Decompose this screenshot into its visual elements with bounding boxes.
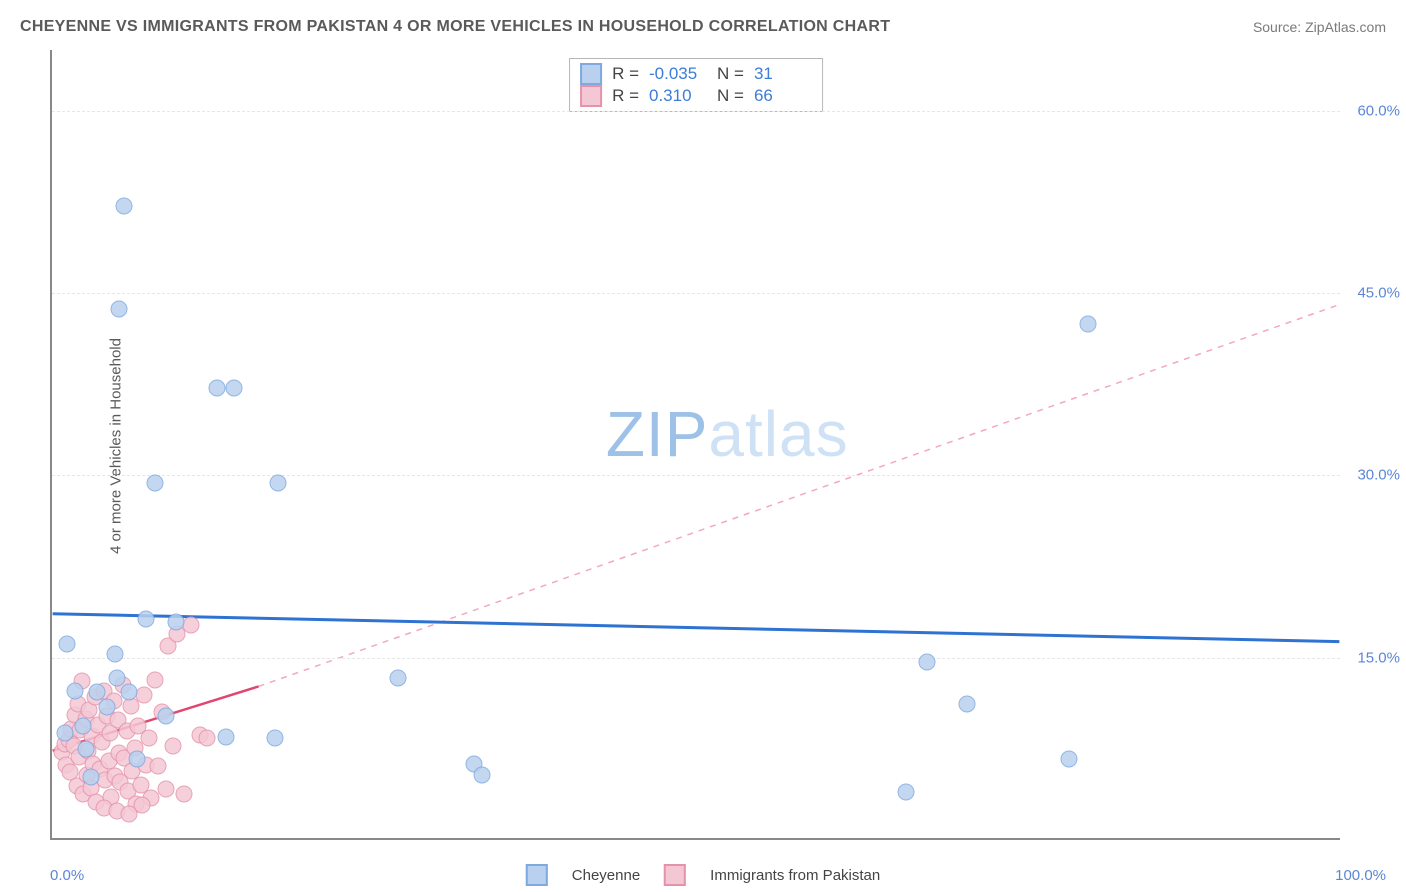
pakistan-point <box>165 737 182 754</box>
pakistan-point <box>175 786 192 803</box>
swatch-pakistan-icon <box>580 85 602 107</box>
scatter-plot-area: ZIPatlas R = -0.035 N = 31 R = 0.310 N =… <box>50 50 1340 840</box>
pakistan-point <box>134 797 151 814</box>
watermark-text: ZIPatlas <box>606 397 849 471</box>
cheyenne-point <box>157 708 174 725</box>
cheyenne-point <box>389 669 406 686</box>
gridline <box>52 293 1340 294</box>
cheyenne-point <box>108 669 125 686</box>
cheyenne-point <box>147 475 164 492</box>
cheyenne-point <box>897 783 914 800</box>
pakistan-point <box>140 730 157 747</box>
pakistan-point <box>183 617 200 634</box>
source-credit: Source: ZipAtlas.com <box>1253 19 1386 35</box>
stat-n-pakistan: 66 <box>754 86 812 106</box>
cheyenne-point <box>74 718 91 735</box>
pakistan-point <box>147 672 164 689</box>
bottom-legend: Cheyenne Immigrants from Pakistan <box>518 864 888 886</box>
cheyenne-point <box>1060 751 1077 768</box>
cheyenne-point <box>67 682 84 699</box>
x-tick-100: 100.0% <box>1335 867 1386 884</box>
cheyenne-point <box>121 684 138 701</box>
y-tick-label: 60.0% <box>1357 102 1400 119</box>
swatch-cheyenne-icon <box>580 63 602 85</box>
cheyenne-point <box>473 766 490 783</box>
legend-swatch-cheyenne-icon <box>526 864 548 886</box>
cheyenne-point <box>209 380 226 397</box>
chart-header: CHEYENNE VS IMMIGRANTS FROM PAKISTAN 4 O… <box>20 18 1386 36</box>
pakistan-point <box>198 730 215 747</box>
gridline <box>52 475 1340 476</box>
watermark-atlas: atlas <box>708 398 848 470</box>
y-tick-label: 30.0% <box>1357 467 1400 484</box>
gridline <box>52 658 1340 659</box>
stat-r-cheyenne: -0.035 <box>649 64 707 84</box>
trendline-layer <box>52 50 1340 838</box>
pakistan-point <box>157 781 174 798</box>
cheyenne-point <box>225 380 242 397</box>
legend-label-pakistan: Immigrants from Pakistan <box>710 867 880 884</box>
cheyenne-point <box>267 730 284 747</box>
chart-title: CHEYENNE VS IMMIGRANTS FROM PAKISTAN 4 O… <box>20 18 890 36</box>
stat-row-pakistan: R = 0.310 N = 66 <box>580 85 812 107</box>
cheyenne-point <box>82 769 99 786</box>
stat-n-label: N = <box>717 86 744 106</box>
cheyenne-point <box>167 613 184 630</box>
cheyenne-point <box>56 725 73 742</box>
y-tick-label: 15.0% <box>1357 649 1400 666</box>
stat-r-pakistan: 0.310 <box>649 86 707 106</box>
pakistan-point <box>135 686 152 703</box>
y-tick-label: 45.0% <box>1357 285 1400 302</box>
gridline <box>52 111 1340 112</box>
cheyenne-point <box>218 729 235 746</box>
cheyenne-point <box>99 698 116 715</box>
pakistan-point <box>149 758 166 775</box>
cheyenne-point <box>1079 315 1096 332</box>
cheyenne-point <box>116 198 133 215</box>
cheyenne-point <box>107 646 124 663</box>
x-tick-0: 0.0% <box>50 867 84 884</box>
cheyenne-point <box>129 751 146 768</box>
legend-label-cheyenne: Cheyenne <box>572 867 640 884</box>
stat-n-label: N = <box>717 64 744 84</box>
stat-n-cheyenne: 31 <box>754 64 812 84</box>
watermark-zip: ZIP <box>606 398 709 470</box>
cheyenne-point <box>138 611 155 628</box>
cheyenne-point <box>958 696 975 713</box>
cheyenne-point <box>918 653 935 670</box>
stat-row-cheyenne: R = -0.035 N = 31 <box>580 63 812 85</box>
stat-r-label: R = <box>612 64 639 84</box>
stat-r-label: R = <box>612 86 639 106</box>
cheyenne-point <box>269 475 286 492</box>
cheyenne-point <box>59 635 76 652</box>
legend-swatch-pakistan-icon <box>664 864 686 886</box>
cheyenne-point <box>77 741 94 758</box>
stats-legend-box: R = -0.035 N = 31 R = 0.310 N = 66 <box>569 58 823 112</box>
cheyenne-point <box>111 301 128 318</box>
